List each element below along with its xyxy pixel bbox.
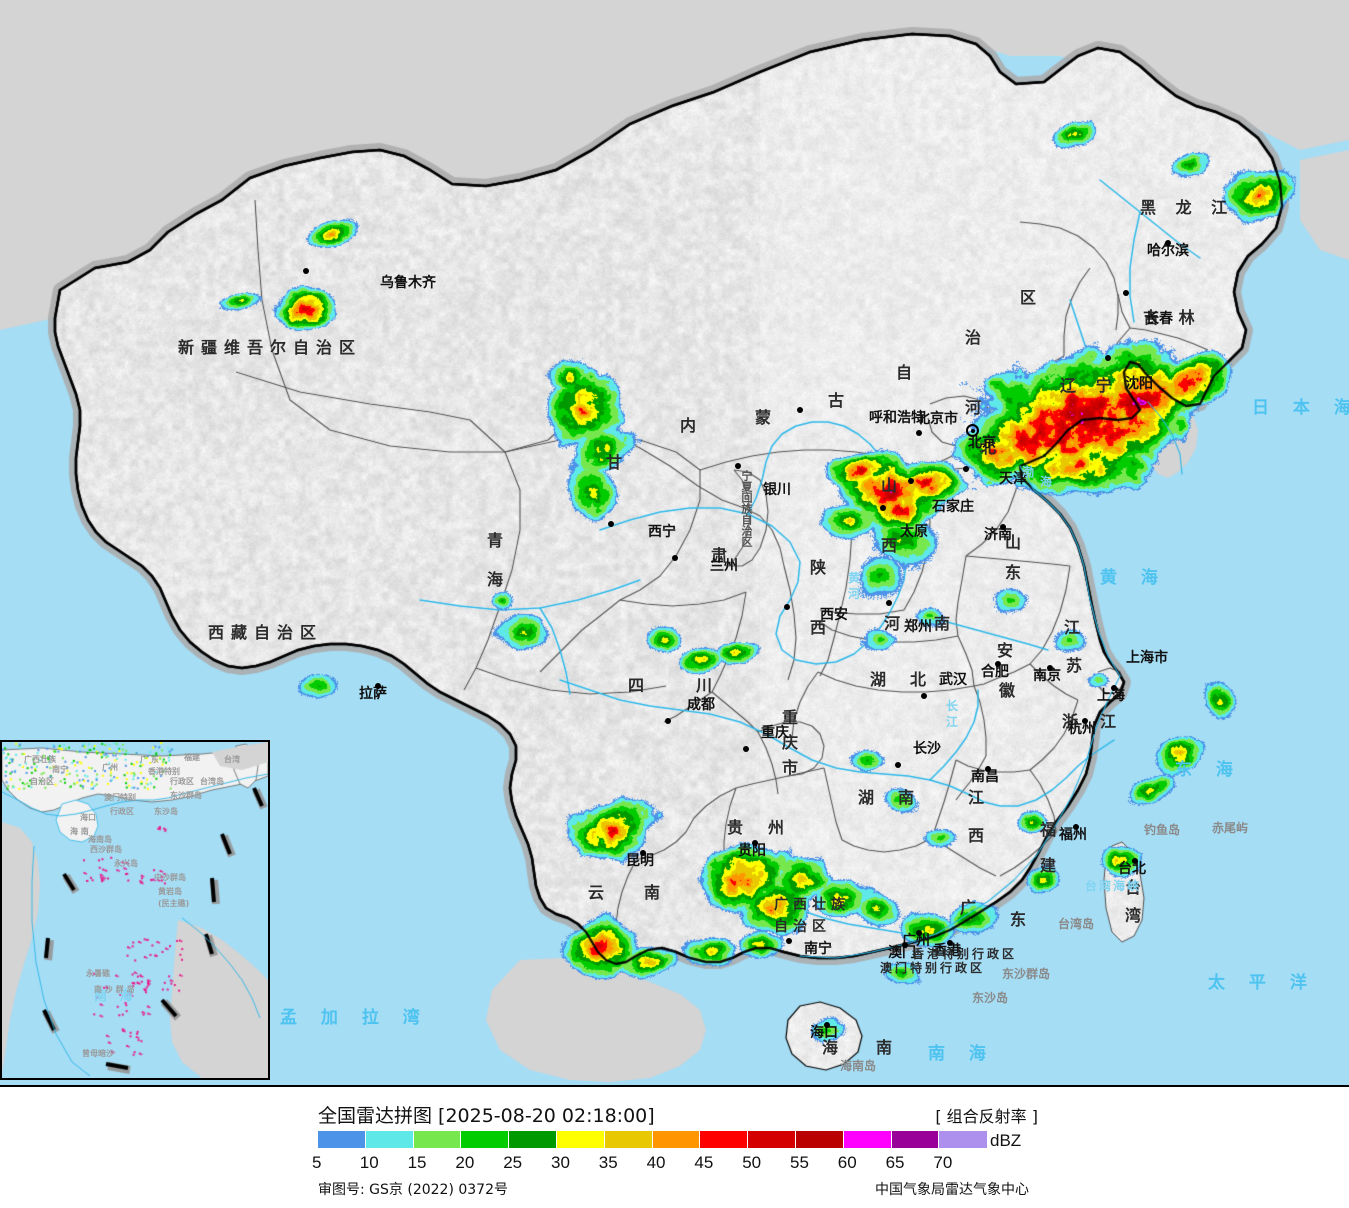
city-dot-天津 [963,466,969,472]
city-dot-乌鲁木齐 [303,268,309,274]
approval-note: 审图号: GS京 (2022) 0372号 [318,1179,508,1199]
city-dot-西宁 [608,521,614,527]
city-dot-西安 [784,604,790,610]
product-type-label: [ 组合反射率 ] [935,1103,1038,1127]
city-dot-郑州 [886,600,892,606]
colorbar-segment-2 [414,1131,462,1148]
city-dot-呼和浩特 [797,407,803,413]
city-dot-武汉 [921,693,927,699]
city-dot-海口 [824,1022,830,1028]
colorbar-segment-11 [844,1131,892,1148]
city-dot-沈阳 [1105,355,1111,361]
city-dot-香港 [947,940,953,946]
colorbar-segment-13 [939,1131,987,1148]
colorbar-segment-12 [892,1131,940,1148]
legend-footer: 全国雷达拼图 [2025-08-20 02:18:00] [ 组合反射率 ] d… [0,1085,1349,1208]
city-dot-南京 [1047,665,1053,671]
tick-45: 45 [694,1153,713,1173]
dbz-unit-label: dBZ [990,1131,1021,1151]
city-dot-上海 [1111,685,1117,691]
tick-60: 60 [838,1153,857,1173]
dbz-color-bar [318,1131,987,1148]
colorbar-segment-4 [509,1131,557,1148]
colorbar-segment-5 [557,1131,605,1148]
tick-5: 5 [312,1153,321,1173]
city-dot-南昌 [985,766,991,772]
tick-15: 15 [408,1153,427,1173]
radar-mosaic-page: 新疆维吾尔自治区 西藏自治区青海甘肃内蒙古自治区宁夏回族自治区陕西山西河北黑 龙 … [0,0,1349,1208]
city-dot-昆明 [640,850,646,856]
inset-canvas [2,742,268,1078]
colorbar-segment-8 [700,1131,748,1148]
city-dot-南宁 [786,938,792,944]
organization-label: 中国气象局雷达气象中心 [875,1179,1029,1199]
city-dot-杭州 [1082,718,1088,724]
map-title: 全国雷达拼图 [2025-08-20 02:18:00] [318,1101,655,1128]
city-dot-太原 [880,505,886,511]
dbz-tick-labels: 5 10 15 20 25 30 35 40 45 50 55 60 65 70 [306,1153,1006,1173]
tick-35: 35 [599,1153,618,1173]
tick-40: 40 [647,1153,666,1173]
tick-50: 50 [742,1153,761,1173]
tick-55: 55 [790,1153,809,1173]
city-dot-兰州 [672,555,678,561]
city-dot-哈尔滨 [1165,240,1171,246]
tick-20: 20 [455,1153,474,1173]
colorbar-segment-0 [318,1131,366,1148]
city-dot-福州 [1073,824,1079,830]
colorbar-segment-3 [461,1131,509,1148]
tick-65: 65 [886,1153,905,1173]
colorbar-segment-10 [796,1131,844,1148]
tick-10: 10 [360,1153,379,1173]
city-dot-澳门 [902,942,908,948]
city-dot-北京 [916,430,922,436]
colorbar-segment-9 [748,1131,796,1148]
south-china-sea-inset[interactable]: 南 海广西壮族 自治区 南宁 广州广 东福建 台湾 台湾岛 香港特别 行政区 澳门特别 行政区 东沙… [0,740,270,1080]
city-dot-拉萨 [375,683,381,689]
city-dot-银川 [735,463,741,469]
colorbar-segment-6 [605,1131,653,1148]
city-dot-长沙 [895,762,901,768]
city-dot-贵阳 [752,840,758,846]
city-dot-台北 [1132,858,1138,864]
tick-30: 30 [551,1153,570,1173]
city-dot-广州 [916,930,922,936]
city-dot-重庆 [743,746,749,752]
colorbar-segment-7 [653,1131,701,1148]
city-dot-成都 [665,718,671,724]
city-dot-合肥 [995,661,1001,667]
title-row: 全国雷达拼图 [2025-08-20 02:18:00] [ 组合反射率 ] [318,1101,1038,1128]
tick-70: 70 [933,1153,952,1173]
city-dot-石家庄 [908,478,914,484]
tick-25: 25 [503,1153,522,1173]
colorbar-segment-1 [366,1131,414,1148]
city-dot-济南 [1000,524,1006,530]
city-dot-长春 [1123,290,1129,296]
capital-marker-beijing [966,424,979,437]
